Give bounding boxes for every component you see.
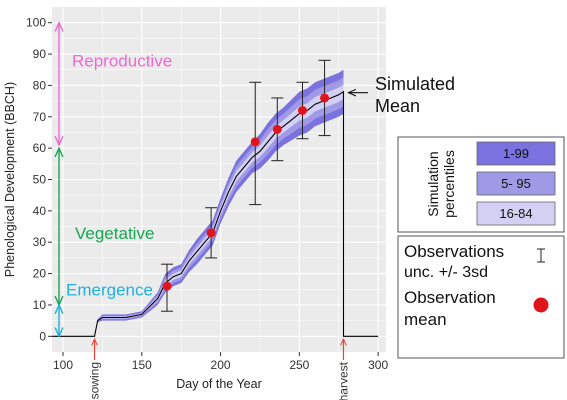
observation-legend-box — [397, 235, 565, 359]
observation-point — [320, 93, 330, 103]
simulated-mean-line — [52, 90, 379, 337]
observation-mean-label-line-2: mean — [404, 310, 447, 329]
stage-markers: Reproductive Vegetative Emergence — [59, 23, 172, 337]
legend-swatch-label: 16-84 — [499, 206, 532, 221]
y-tick-label: 70 — [33, 110, 47, 124]
x-tick-label: 250 — [289, 358, 309, 372]
observation-point — [162, 281, 172, 291]
y-tick-label: 50 — [33, 173, 47, 187]
annotation-line-2: Mean — [375, 96, 420, 116]
y-tick-label: 80 — [33, 78, 47, 92]
legend-swatch — [476, 201, 556, 226]
y-tick-label: 90 — [33, 47, 47, 61]
x-tick-label: 150 — [132, 358, 152, 372]
event-label: harvest — [336, 361, 350, 400]
y-tick-label: 20 — [33, 267, 47, 281]
legend-swatch-label: 5- 95 — [501, 176, 531, 191]
y-tick-label: 30 — [33, 235, 47, 249]
x-tick-label: 200 — [211, 358, 231, 372]
y-axis-title: Phenological Development (BBCH) — [3, 82, 17, 277]
annotation: Simulated Mean — [348, 74, 455, 116]
legend: Simulation percentiles Observations unc.… — [397, 136, 565, 359]
y-tick-label: 0 — [39, 329, 46, 343]
axes: 0 10 20 30 40 50 60 70 80 90 100 100 150 200 250 300 Day… — [3, 16, 388, 391]
x-tick-label: 300 — [368, 358, 388, 372]
event-markers: sowing harvest — [88, 339, 350, 400]
x-tick-label: 100 — [53, 358, 73, 372]
observations — [161, 59, 331, 312]
event-label: sowing — [88, 362, 102, 399]
observation-point — [272, 124, 282, 134]
observation-point — [298, 106, 307, 115]
legend-swatch — [476, 141, 556, 166]
percentile-legend-title-line-2: percentiles — [441, 150, 457, 218]
observation-uncertainty-label-line-1: Observations — [404, 242, 504, 261]
stage-label: Reproductive — [72, 51, 172, 70]
annotation-line-1: Simulated — [375, 74, 455, 94]
percentile-bands — [52, 69, 344, 337]
observation-point — [206, 228, 216, 238]
legend-observation-point — [533, 297, 549, 313]
observation-point — [250, 137, 260, 147]
observation-uncertainty-label-line-2: unc. +/- 3sd — [404, 264, 488, 281]
x-axis-title: Day of the Year — [176, 377, 261, 391]
y-tick-label: 100 — [26, 16, 46, 30]
stage-label: Vegetative — [75, 224, 154, 243]
simulated-mean-series — [52, 90, 379, 337]
band-16-84 — [52, 84, 344, 337]
legend-swatch-label: 1-99 — [503, 146, 529, 161]
percentile-legend-title-line-1: Simulation — [425, 151, 441, 216]
observation-mean-label-line-1: Observation — [404, 288, 496, 307]
y-tick-label: 60 — [33, 141, 47, 155]
y-tick-label: 10 — [33, 298, 47, 312]
stage-label: Emergence — [66, 280, 153, 299]
legend-swatch — [476, 171, 556, 196]
y-tick-label: 40 — [33, 204, 47, 218]
